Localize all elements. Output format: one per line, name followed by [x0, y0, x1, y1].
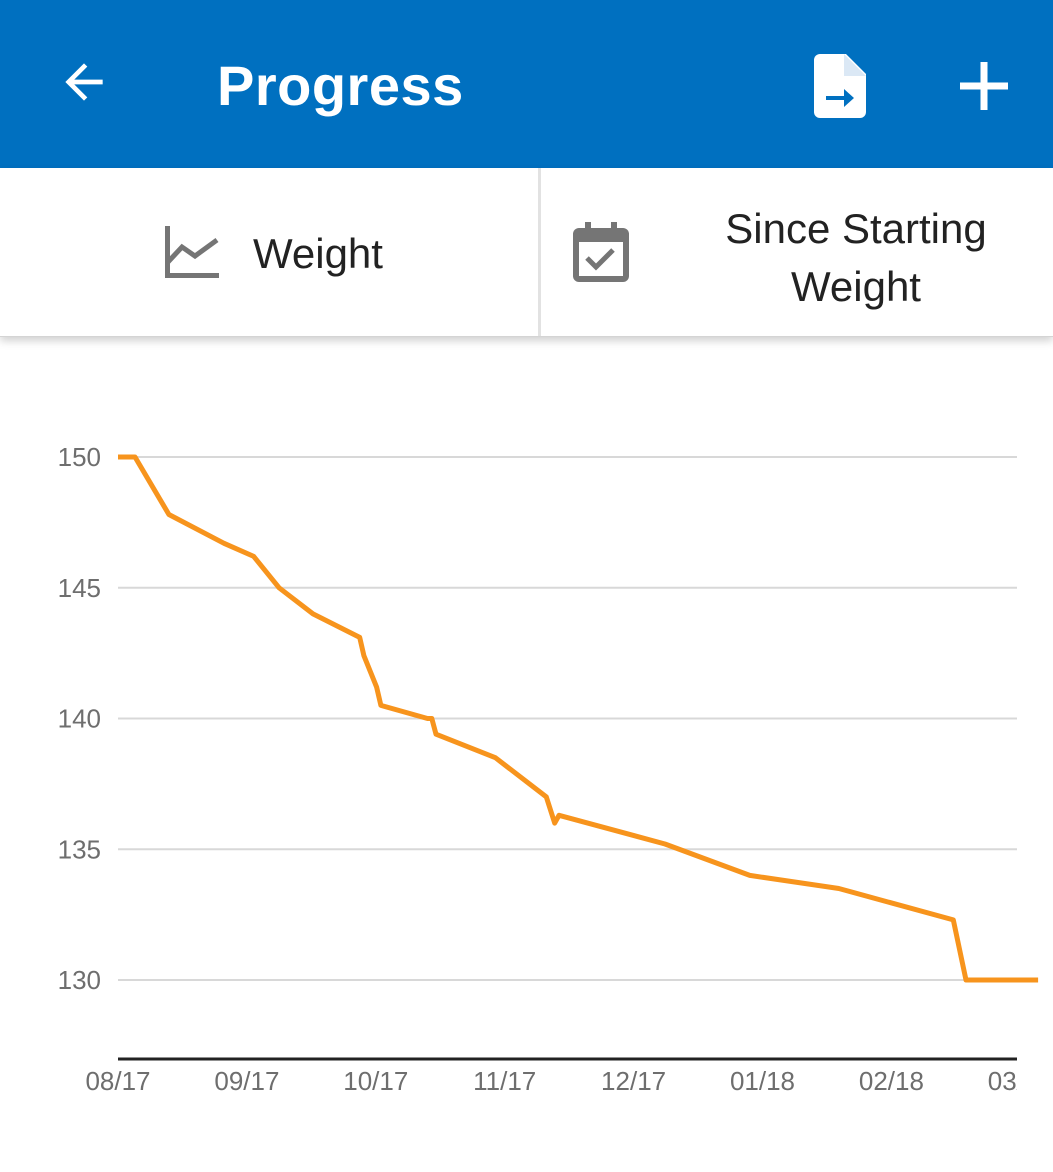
x-tick-label: 09/17 [214, 1066, 279, 1096]
x-tick-label: 08/17 [85, 1066, 150, 1096]
y-tick-label: 130 [58, 965, 101, 995]
weight-series-line [118, 454, 1039, 983]
x-tick-label: 10/17 [343, 1066, 408, 1096]
weight-chart: 150 145 140 135 130 08/17 09/17 10/17 11/17 12/17… [0, 340, 1053, 1172]
x-tick-label: 01/18 [730, 1066, 795, 1096]
y-tick-label: 140 [58, 704, 101, 734]
line-chart-icon [165, 226, 219, 278]
x-tick-label: 02/18 [859, 1066, 924, 1096]
x-tick-label: 11/17 [473, 1066, 536, 1096]
filter-divider [538, 168, 541, 336]
date-range-selector[interactable]: Since Starting Weight [541, 168, 1053, 336]
y-tick-label: 135 [58, 834, 101, 864]
add-button[interactable] [948, 46, 1020, 126]
page-title: Progress [217, 54, 464, 117]
y-tick-label: 150 [58, 442, 101, 472]
metric-selector[interactable]: Weight [0, 168, 538, 336]
weight-chart-svg: 150 145 140 135 130 08/17 09/17 10/17 11/17 12/17… [58, 442, 1053, 1096]
x-tick-label: 03/18 [988, 1066, 1053, 1096]
calendar-check-icon [573, 222, 629, 282]
x-tick-labels: 08/17 09/17 10/17 11/17 12/17 01/18 02/18 03/18 [85, 1066, 1053, 1096]
file-export-icon [814, 54, 866, 118]
app-bar: Progress [0, 0, 1053, 168]
metric-label: Weight [253, 230, 383, 277]
export-button[interactable] [804, 46, 876, 126]
back-button[interactable] [48, 46, 120, 118]
filter-bar: Weight Since Starting Weight [0, 168, 1053, 337]
arrow-left-icon [65, 63, 103, 101]
plus-icon [960, 62, 1008, 110]
y-tick-label: 145 [58, 573, 101, 603]
x-tick-label: 12/17 [601, 1066, 666, 1096]
date-range-label: Since Starting Weight [725, 205, 987, 310]
